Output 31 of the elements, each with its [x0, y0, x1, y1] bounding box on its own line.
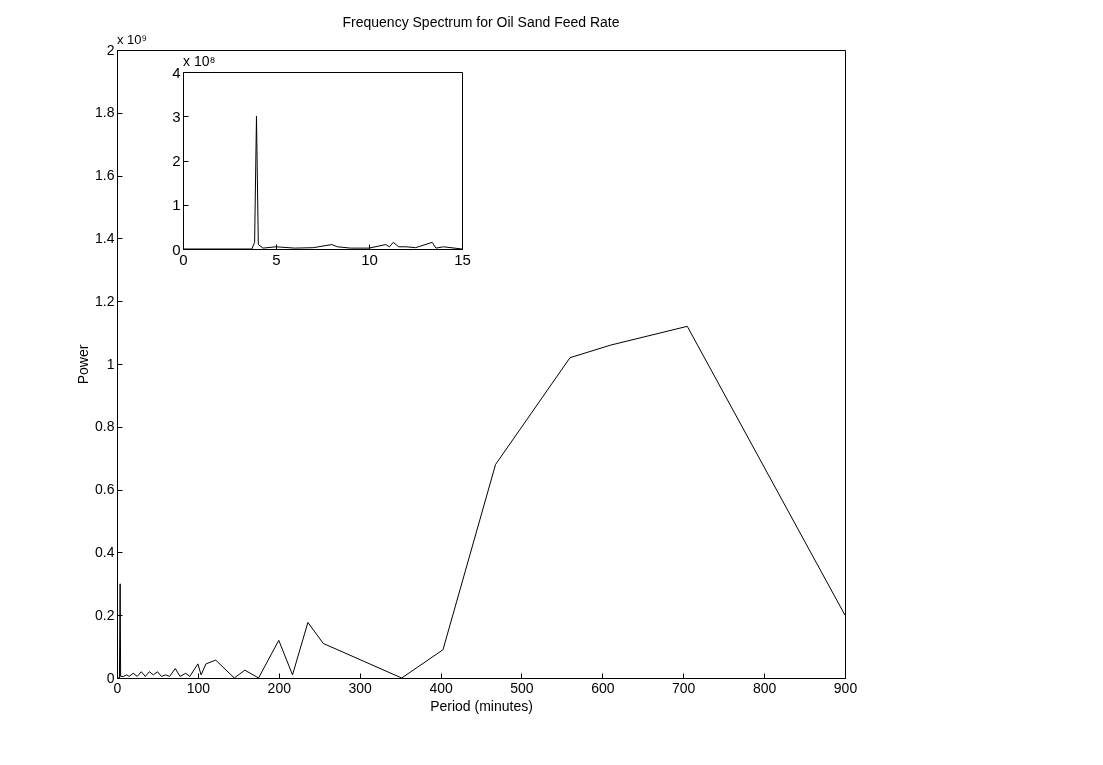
x-tick-label: 400	[429, 679, 453, 696]
y-tick-label: 2	[172, 152, 181, 169]
x-axis-title: Period (minutes)	[430, 697, 533, 714]
x-tick-label: 500	[510, 679, 534, 696]
y-tick-label: 4	[172, 63, 181, 81]
text: x 10⁹	[117, 32, 148, 47]
y-tick-label: 3	[172, 107, 181, 125]
x-tick-label: 800	[752, 679, 777, 696]
y-tick-label: 0.8	[95, 418, 115, 435]
x-tick-label: 600	[591, 679, 615, 696]
x-tick-label: 700	[672, 679, 696, 696]
y-axis-title: Power	[75, 344, 92, 385]
y-tick-label: 1	[172, 196, 181, 214]
x-tick-label: 100	[186, 679, 211, 696]
x-tick-label: 900	[833, 679, 858, 696]
y-tick-label: 1.4	[95, 229, 115, 246]
x-tick-label: 10	[361, 250, 378, 268]
y-tick-label: 0.2	[95, 606, 115, 623]
x-tick-label: 5	[272, 250, 281, 268]
x-tick-label: 15	[454, 250, 471, 268]
y-tick-label: 2	[106, 41, 115, 58]
x-tick-label: 200	[267, 679, 292, 696]
y-tick-label: 1.6	[95, 167, 115, 184]
chart-title: Frequency Spectrum for Oil Sand Feed Rate	[342, 14, 620, 30]
x-tick-label: 300	[348, 679, 373, 696]
annotation: x 10⁸	[183, 53, 216, 69]
y-tick-label: 1.8	[95, 104, 115, 121]
y-tick-label: 1	[106, 355, 115, 372]
y-tick-label: 0.6	[95, 481, 115, 498]
y-tick-label: 1.2	[95, 292, 115, 309]
y-tick-label: 0.4	[95, 543, 115, 560]
